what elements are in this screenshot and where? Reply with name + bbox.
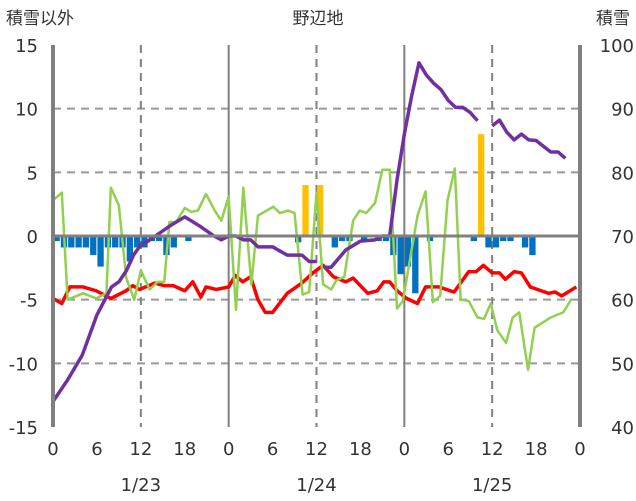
x-tick-label: 18 — [173, 439, 196, 460]
y-right-tick-label: 50 — [611, 354, 634, 375]
bar-negative — [397, 236, 404, 275]
bar-negative — [53, 236, 60, 242]
bar-negative — [485, 236, 492, 248]
bar-negative — [412, 236, 419, 294]
x-tick-label: 6 — [91, 439, 102, 460]
y-right-tick-label: 60 — [611, 291, 634, 312]
bar-negative — [338, 236, 346, 242]
x-tick-label: 18 — [349, 439, 372, 460]
chart-title: 野辺地 — [293, 9, 344, 29]
bar-negative — [521, 236, 529, 248]
y-right-tick-label: 80 — [611, 163, 634, 184]
x-tick-label: 0 — [223, 439, 234, 460]
y-left-tick-label: 10 — [15, 100, 38, 121]
y-left-tick-label: 5 — [27, 163, 38, 184]
y-left-tick-label: -10 — [9, 354, 38, 375]
y-right-tick-label: 100 — [600, 36, 634, 57]
bar-negative — [470, 236, 478, 242]
x-tick-label: 12 — [305, 439, 328, 460]
y-left-tick-label: -15 — [9, 418, 38, 439]
y-left-tick-label: 0 — [27, 227, 38, 248]
bar-negative — [90, 236, 97, 256]
series-line-snow-depth — [323, 61, 479, 269]
x-tick-label: 0 — [574, 439, 585, 460]
bar-negative — [529, 236, 536, 256]
bar-positive — [302, 185, 309, 236]
bar-negative — [492, 236, 499, 248]
x-tick-label: 6 — [267, 439, 278, 460]
series-line-snow-depth — [51, 215, 317, 403]
x-tick-label: 6 — [443, 439, 454, 460]
x-date-label: 1/25 — [472, 475, 512, 496]
y-right-tick-label: 70 — [611, 227, 634, 248]
x-tick-label: 0 — [47, 439, 58, 460]
bar-negative — [134, 236, 141, 248]
bar-negative — [75, 236, 82, 248]
bar-negative — [426, 236, 434, 242]
series-line-snow-depth — [491, 118, 567, 160]
bar-negative — [404, 236, 412, 267]
x-tick-label: 12 — [481, 439, 504, 460]
bar-negative — [185, 236, 192, 242]
bar-negative — [112, 236, 119, 248]
right-axis-title: 積雪 — [596, 9, 630, 29]
y-right-tick-label: 90 — [611, 100, 634, 121]
x-date-label: 1/23 — [121, 475, 161, 496]
bar-negative — [382, 236, 390, 242]
left-axis-title: 積雪以外 — [6, 9, 74, 29]
y-left-tick-label: 15 — [15, 36, 38, 57]
bar-positive — [317, 185, 324, 236]
y-left-tick-label: -5 — [20, 291, 38, 312]
bar-negative — [499, 236, 507, 242]
bar-negative — [82, 236, 90, 248]
bar-negative — [360, 236, 368, 242]
bar-negative — [170, 236, 177, 248]
bar-negative — [507, 236, 514, 242]
series-line-wind — [52, 167, 574, 371]
x-tick-label: 0 — [399, 439, 410, 460]
bar-negative — [68, 236, 75, 248]
bar-negative — [155, 236, 163, 242]
bar-positive — [478, 134, 485, 236]
x-tick-label: 18 — [525, 439, 548, 460]
y-right-tick-label: 40 — [611, 418, 634, 439]
x-date-label: 1/24 — [296, 475, 336, 496]
bar-negative — [126, 236, 134, 262]
bar-negative — [97, 236, 104, 267]
bar-negative — [331, 236, 338, 248]
x-tick-label: 12 — [129, 439, 152, 460]
